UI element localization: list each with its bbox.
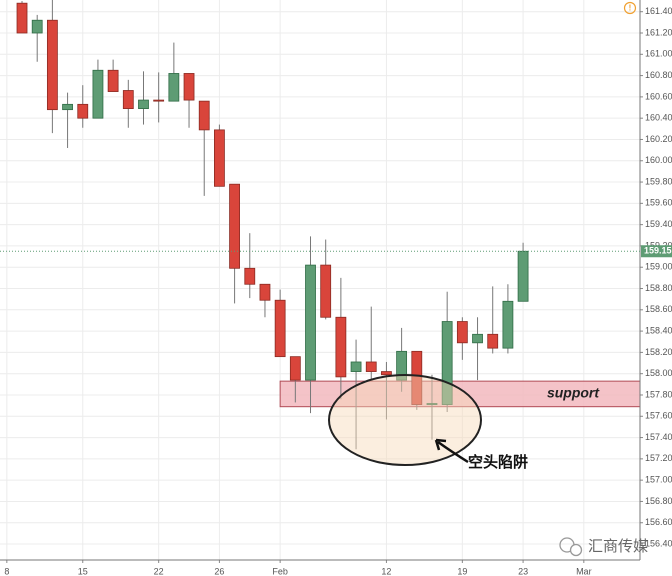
last-price-label: 159.15 [644,246,672,256]
y-tick-label: 161.40 [645,6,672,16]
y-tick-label: 159.60 [645,198,672,208]
candle-body [381,371,392,376]
last-price-box [641,245,672,258]
candle-body [229,183,240,269]
alert-icon-mark: ! [629,4,632,13]
candle-body [274,299,286,358]
x-tick-label: 22 [154,566,164,576]
y-tick-label: 156.40 [645,538,672,548]
candle-body [426,403,438,405]
y-tick-label: 158.60 [645,304,672,314]
y-tick-label: 158.80 [645,283,672,293]
trap-ellipse [328,374,482,466]
candle-body [502,300,514,349]
arrow [437,440,469,464]
candle-body [46,19,58,111]
candle-body [77,103,89,119]
x-tick-label: 23 [518,566,528,576]
candle-body [107,69,119,92]
y-tick-label: 158.40 [645,325,672,335]
candle-body [320,264,332,318]
watermark-icon [559,537,583,557]
zones: support [279,380,641,408]
y-tick-label: 156.60 [645,517,672,527]
candle-body [183,73,195,101]
candle-body [335,316,347,378]
candle-body [456,321,468,344]
candle-body [396,350,408,381]
candle-body [487,333,499,349]
y-tick-label: 160.00 [645,155,672,165]
y-tick-label: 160.40 [645,113,672,123]
candle-body [517,250,529,302]
y-tick-label: 157.20 [645,453,672,463]
y-tick-label: 161.00 [645,49,672,59]
candle-body [92,69,104,119]
candle-body [365,361,377,372]
y-tick-label: 158.20 [645,347,672,357]
support-zone [279,380,641,408]
y-tick-label: 159.80 [645,176,672,186]
y-tick-label: 156.80 [645,496,672,506]
x-tick-label: 19 [457,566,467,576]
candle-body [244,267,256,285]
candles [16,0,529,450]
support-label: support [547,385,600,401]
candle-body [214,129,225,187]
y-tick-label: 157.60 [645,411,672,421]
candle-body [16,2,28,34]
y-tick-label: 157.80 [645,389,672,399]
overlay: 空头陷阱 ! 汇商传媒 [328,1,648,557]
candle-body [31,19,43,34]
y-tick-label: 160.80 [645,70,672,80]
candle-body [138,99,149,109]
alert-icon [623,1,637,15]
y-tick-label: 159.00 [645,262,672,272]
candle-body [62,103,73,111]
candle-body [122,90,134,109]
y-tick-label: 159.40 [645,219,672,229]
candle-body [153,99,165,102]
x-tick-label: 15 [78,566,88,576]
y-tick-label: 160.20 [645,134,672,144]
arrow-head [434,438,447,451]
y-tick-label: 158.00 [645,368,672,378]
candle-body [289,356,301,381]
candle-body [472,333,483,344]
x-tick-label: 12 [381,566,391,576]
candle-body [198,100,210,131]
y-tick-label: 161.20 [645,27,672,37]
candle-body [259,283,271,301]
y-tick-label: 157.40 [645,432,672,442]
y-tick-label: 160.60 [645,91,672,101]
watermark: 汇商传媒 [588,538,648,555]
candle-body [441,321,453,405]
x-tick-label: Feb [272,566,288,576]
candle-body [305,264,316,381]
x-tick-label: 26 [214,566,224,576]
candle-body [168,73,180,102]
y-tick-label: 157.00 [645,475,672,485]
x-tick-label: 8 [4,566,9,576]
candle-body [350,361,362,372]
grid [0,0,640,560]
x-tick-label: Mar [576,566,592,576]
trap-label: 空头陷阱 [468,453,528,471]
candle-body [411,350,423,405]
